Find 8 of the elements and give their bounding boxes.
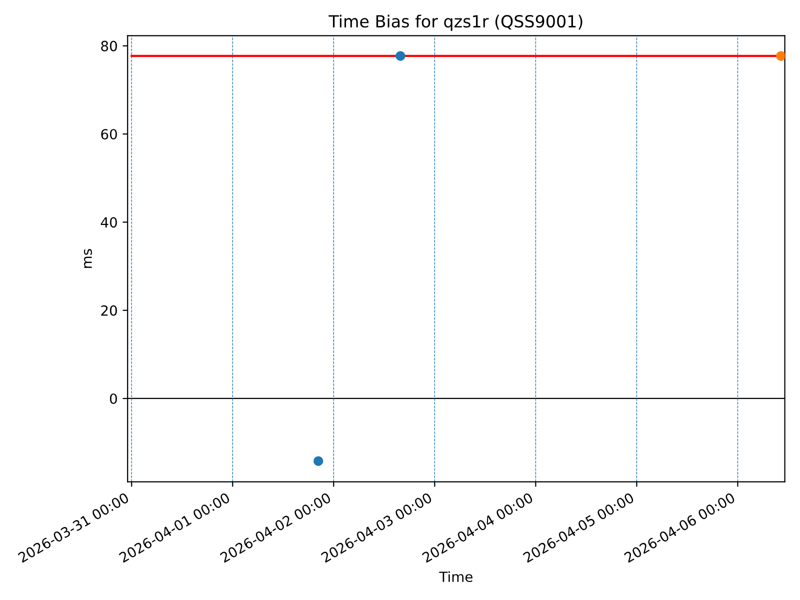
- chart-title: Time Bias for qzs1r (QSS9001): [328, 14, 582, 31]
- y-tick-label: 0: [110, 393, 117, 404]
- y-axis-title: ms: [84, 249, 92, 268]
- y-tick-label: 40: [100, 217, 117, 228]
- x-axis-title: Time: [439, 571, 472, 582]
- y-tick-label: 60: [101, 128, 117, 140]
- y-tick-label: 20: [101, 305, 117, 316]
- y-tick-label: 80: [101, 40, 117, 52]
